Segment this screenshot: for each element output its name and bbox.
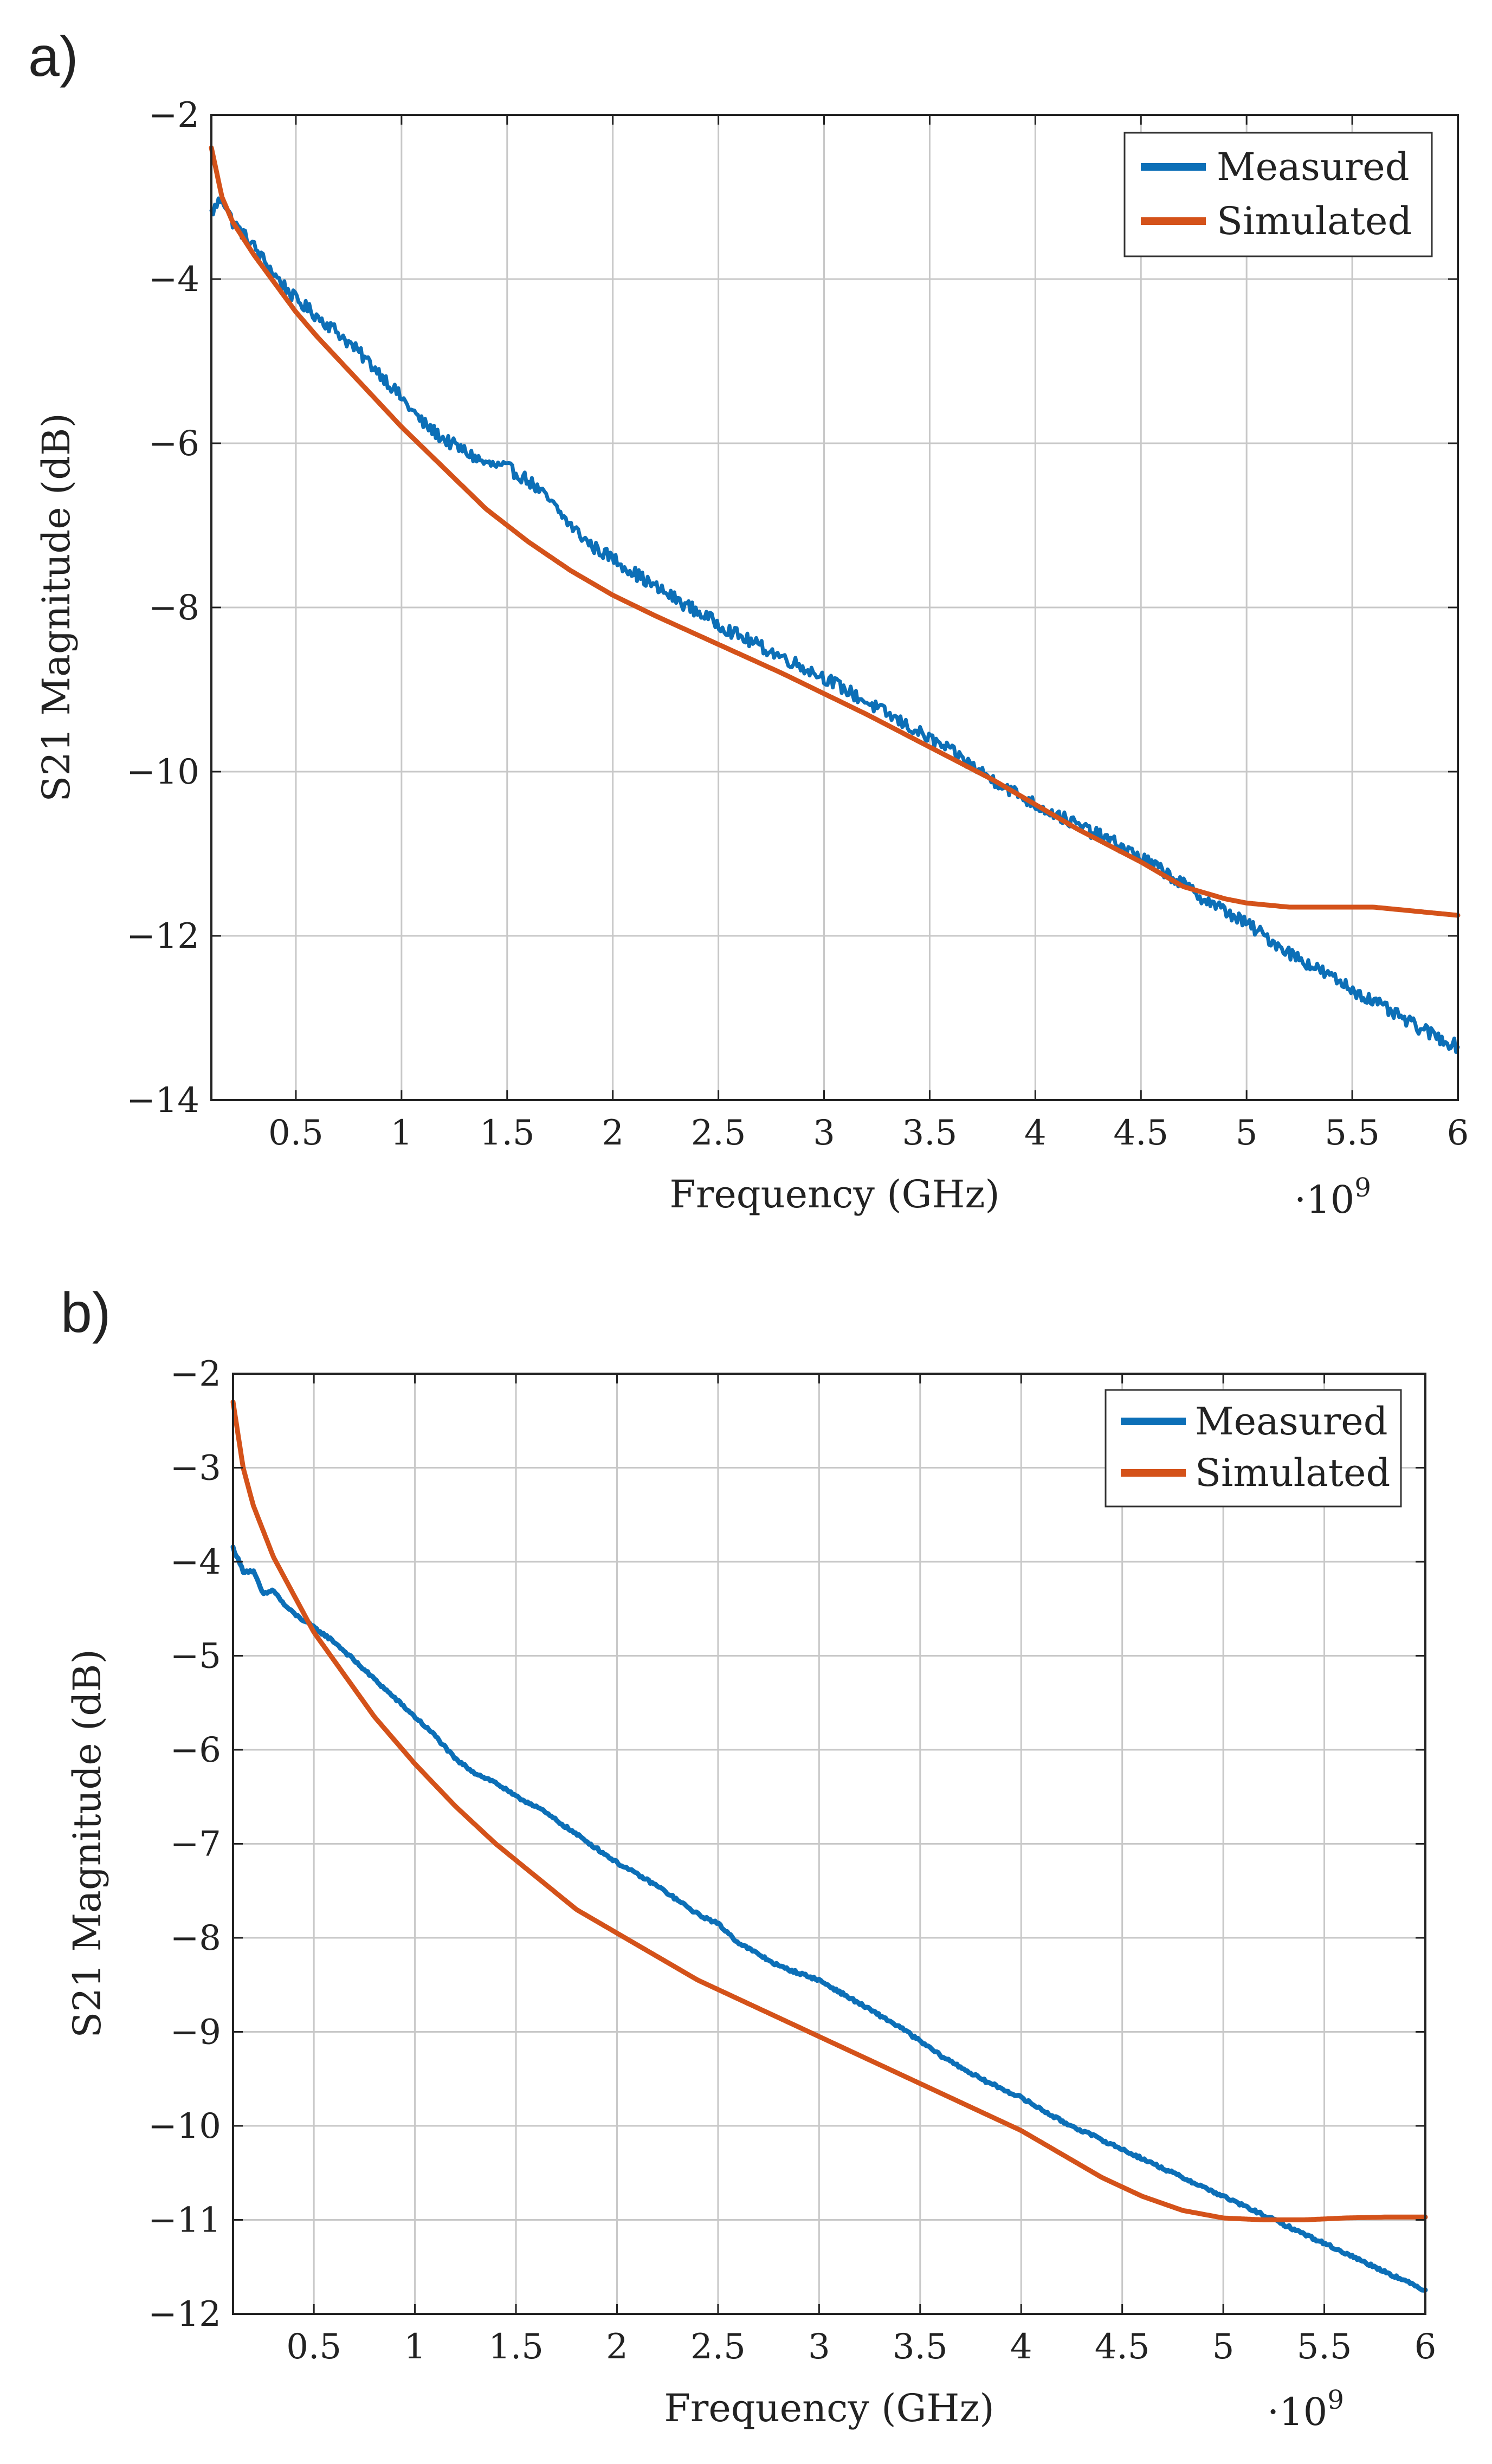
x-axis-title: Frequency (GHz) xyxy=(664,2386,994,2430)
panel-label: b) xyxy=(61,1282,111,1344)
y-tick-label: −14 xyxy=(126,1081,199,1121)
y-tick-label: −5 xyxy=(170,1637,221,1677)
axis-ticks: 0.5 1 1.5 2 2.5 3 3.5 4 4.5 5 5.5 6 −14 −12 −10 −8 −6 −4 −… xyxy=(126,95,1469,1153)
y-tick-label: −2 xyxy=(170,1354,221,1394)
x-tick-label: 6 xyxy=(1415,2327,1437,2367)
x-tick-label: 6 xyxy=(1447,1113,1469,1153)
series-line-simulated xyxy=(230,1399,1428,2222)
y-tick-label: −4 xyxy=(170,1542,221,1582)
y-tick-label: −9 xyxy=(170,2013,221,2053)
x-multiplier-exponent: 9 xyxy=(1354,1173,1371,1203)
series-line-simulated xyxy=(209,145,1461,918)
x-multiplier-exponent: 9 xyxy=(1327,2385,1344,2415)
x-tick-label: 2.5 xyxy=(691,1113,746,1153)
x-tick-label: 2.5 xyxy=(690,2327,746,2367)
y-axis-title: S21 Magnitude (dB) xyxy=(34,413,79,802)
x-tick-label: 5.5 xyxy=(1325,1113,1380,1153)
series-layer xyxy=(209,145,1461,1054)
legend-box xyxy=(1123,132,1433,257)
x-tick-label: 5 xyxy=(1236,1113,1258,1153)
x-tick-label: 1.5 xyxy=(488,2327,544,2367)
x-tick-label: 5.5 xyxy=(1297,2327,1352,2367)
x-multiplier-base: ·10 xyxy=(1294,1178,1354,1222)
y-tick-label: −8 xyxy=(148,588,199,628)
x-axis-multiplier: ·109 xyxy=(1294,1173,1371,1222)
x-tick-label: 4.5 xyxy=(1113,1113,1168,1153)
y-tick-label: −7 xyxy=(170,1825,221,1865)
legend-label-measured: Measured xyxy=(1195,1399,1388,1444)
legend-label-simulated: Simulated xyxy=(1217,199,1412,243)
grid xyxy=(211,115,1458,1100)
legend-box xyxy=(1105,1389,1402,1508)
x-tick-label: 2 xyxy=(602,1113,624,1153)
y-tick-label: −3 xyxy=(170,1448,221,1489)
x-tick-label: 2 xyxy=(606,2327,628,2367)
x-tick-label: 4.5 xyxy=(1095,2327,1150,2367)
panel-label: a) xyxy=(28,25,78,88)
x-tick-label: 0.5 xyxy=(268,1113,324,1153)
x-tick-label: 4 xyxy=(1010,2327,1032,2367)
legend-label-simulated: Simulated xyxy=(1195,1451,1390,1495)
series-layer xyxy=(230,1399,1428,2293)
x-tick-label: 5 xyxy=(1212,2327,1235,2367)
y-axis-title: S21 Magnitude (dB) xyxy=(65,1649,109,2038)
x-tick-label: 1.5 xyxy=(480,1113,535,1153)
x-tick-label: 0.5 xyxy=(286,2327,341,2367)
x-tick-label: 3.5 xyxy=(902,1113,958,1153)
y-tick-label: −6 xyxy=(170,1730,221,1770)
axis-ticks: 0.5 1 1.5 2 2.5 3 3.5 4 4.5 5 5.5 6 −12 −11 −10 −9 −8 −7 −… xyxy=(148,1354,1436,2367)
legend: Measured Simulated xyxy=(1123,132,1433,257)
chart-panel-a: a) 0.5 1 1.5 2 2.5 3 3.5 4 4.5 5 5.5 6 −14 −12 −10 −8 −6… xyxy=(28,25,1469,1222)
legend-label-measured: Measured xyxy=(1217,145,1410,189)
grid xyxy=(233,1374,1425,2314)
y-tick-label: −12 xyxy=(126,916,199,956)
y-tick-label: −11 xyxy=(148,2201,221,2241)
y-tick-label: −8 xyxy=(170,1918,221,1958)
y-tick-label: −6 xyxy=(148,424,199,464)
x-tick-label: 4 xyxy=(1024,1113,1047,1153)
y-tick-label: −10 xyxy=(148,2106,221,2146)
x-multiplier-base: ·10 xyxy=(1267,2390,1327,2434)
legend: Measured Simulated xyxy=(1105,1389,1402,1508)
x-tick-label: 1 xyxy=(390,1113,412,1153)
x-axis-title: Frequency (GHz) xyxy=(669,1172,999,1217)
x-tick-label: 3.5 xyxy=(893,2327,948,2367)
x-axis-multiplier: ·109 xyxy=(1267,2385,1344,2434)
x-tick-label: 3 xyxy=(808,2327,830,2367)
series-line-measured xyxy=(230,1544,1428,2293)
y-tick-label: −10 xyxy=(126,752,199,792)
series-line-measured xyxy=(209,196,1460,1054)
chart-panel-b: b) 0.5 1 1.5 2 2.5 3 3.5 4 4.5 5 5.5 6 −12 −11 −10 −9 −8… xyxy=(61,1282,1436,2434)
y-tick-label: −12 xyxy=(148,2294,221,2334)
y-tick-label: −2 xyxy=(148,95,199,135)
x-tick-label: 3 xyxy=(813,1113,835,1153)
y-tick-label: −4 xyxy=(148,260,199,300)
x-tick-label: 1 xyxy=(404,2327,426,2367)
